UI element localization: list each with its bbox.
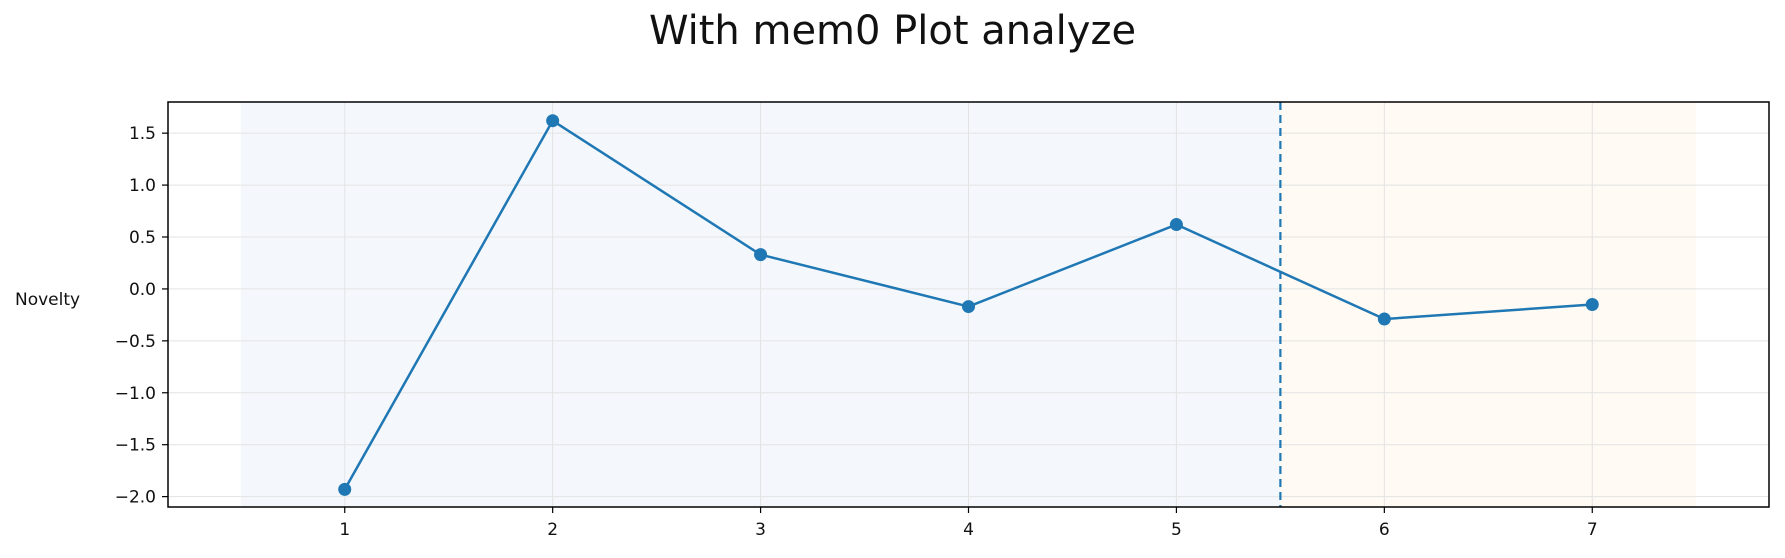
data-point-6 — [1377, 312, 1391, 326]
y-tick-label: −2.0 — [115, 488, 156, 508]
data-point-5 — [1169, 218, 1183, 232]
x-tick-label: 1 — [339, 520, 350, 540]
data-point-2 — [546, 114, 560, 128]
y-tick-label: −1.5 — [115, 436, 156, 456]
data-point-7 — [1585, 298, 1599, 311]
x-tick-label: 5 — [1171, 520, 1182, 540]
y-axis-ticks: 1.5 1.0 0.5 0.0 −0.5 −1.0 −1.5 −2.0 — [115, 124, 168, 508]
y-tick-label: −0.5 — [115, 332, 156, 352]
shaded-region-2 — [1280, 102, 1697, 507]
data-point-4 — [962, 300, 975, 314]
x-tick-label: 7 — [1587, 520, 1598, 540]
x-tick-label: 6 — [1379, 520, 1390, 540]
x-tick-label: 3 — [755, 520, 766, 540]
y-tick-label: 1.5 — [129, 124, 156, 144]
series-layer — [338, 114, 1599, 496]
chart-title: With mem0 Plot analyze — [648, 8, 1137, 54]
x-tick-label: 4 — [963, 520, 974, 540]
y-axis-label: Novelty — [15, 290, 80, 310]
data-point-3 — [754, 248, 768, 262]
data-point-1 — [338, 482, 352, 496]
y-tick-label: 0.5 — [129, 228, 156, 248]
y-tick-label: 0.0 — [129, 280, 156, 300]
y-tick-label: −1.0 — [115, 384, 156, 404]
x-axis-ticks: 1 2 3 4 5 6 7 — [339, 507, 1598, 540]
x-tick-label: 2 — [547, 520, 558, 540]
y-tick-label: 1.0 — [129, 176, 156, 196]
